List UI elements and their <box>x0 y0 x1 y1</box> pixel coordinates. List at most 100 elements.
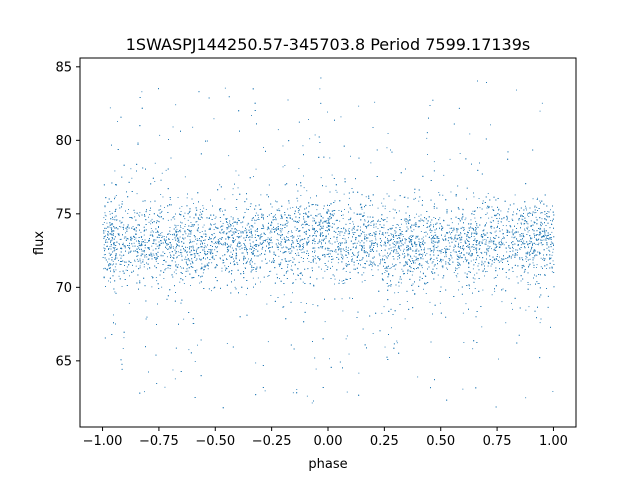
data-point <box>525 397 527 399</box>
data-point <box>136 240 137 242</box>
data-point <box>189 246 191 247</box>
data-point <box>137 224 139 226</box>
data-point <box>270 236 272 238</box>
data-point <box>108 280 109 282</box>
data-point <box>222 237 223 239</box>
data-point <box>376 242 378 244</box>
data-point <box>413 255 415 257</box>
data-point <box>383 198 385 200</box>
data-point <box>552 251 554 253</box>
data-point <box>142 259 144 261</box>
data-point <box>463 230 465 231</box>
data-point <box>176 257 177 259</box>
data-point <box>491 248 492 250</box>
data-point <box>169 252 171 254</box>
data-point <box>435 247 437 248</box>
data-point <box>267 275 269 277</box>
data-point <box>463 229 465 230</box>
data-point <box>342 268 344 270</box>
data-point <box>523 271 525 273</box>
data-point <box>421 264 423 266</box>
data-point <box>243 247 245 248</box>
data-point <box>414 294 416 295</box>
data-point <box>117 121 118 122</box>
data-point <box>472 268 474 270</box>
data-point <box>325 247 327 249</box>
data-point <box>237 187 239 189</box>
data-point <box>403 248 405 250</box>
data-point <box>275 214 276 216</box>
data-point <box>222 255 224 257</box>
data-point <box>506 217 508 219</box>
data-point <box>475 221 477 223</box>
data-point <box>305 233 307 235</box>
data-point <box>238 230 240 231</box>
data-point <box>195 260 197 261</box>
data-point <box>255 249 257 250</box>
data-point <box>381 312 383 314</box>
data-point <box>192 241 194 243</box>
data-point <box>502 259 504 261</box>
data-point <box>450 233 451 235</box>
data-point <box>199 209 201 210</box>
data-point <box>519 258 521 260</box>
data-point <box>229 222 231 224</box>
data-point <box>134 239 136 240</box>
data-point <box>443 239 445 241</box>
data-point <box>291 243 293 245</box>
data-point <box>313 257 315 259</box>
data-point <box>290 260 292 261</box>
data-point <box>524 246 525 248</box>
data-point <box>384 205 386 207</box>
data-point <box>167 256 168 258</box>
data-point <box>153 254 155 256</box>
data-point <box>140 244 141 246</box>
data-point <box>521 215 523 217</box>
data-point <box>395 235 396 237</box>
data-point <box>371 244 373 245</box>
data-point <box>462 388 464 390</box>
data-point <box>177 197 179 198</box>
data-point <box>206 253 208 255</box>
data-point <box>512 254 514 256</box>
data-point <box>412 271 414 273</box>
data-point <box>292 392 294 394</box>
data-point <box>233 261 234 263</box>
data-point <box>321 243 322 245</box>
data-point <box>118 234 120 236</box>
data-point <box>506 251 508 253</box>
data-point <box>265 239 267 241</box>
data-point <box>525 253 527 255</box>
data-point <box>413 229 415 231</box>
data-point <box>290 248 292 249</box>
data-point <box>344 238 346 240</box>
data-point <box>525 205 526 207</box>
data-point <box>161 210 163 212</box>
data-point <box>478 263 480 265</box>
data-point <box>481 262 483 264</box>
data-point <box>279 265 280 267</box>
data-point <box>233 250 234 252</box>
data-point <box>105 215 107 217</box>
data-point <box>134 259 135 261</box>
data-point <box>103 268 105 270</box>
data-point <box>148 216 149 218</box>
data-point <box>382 227 383 228</box>
data-point <box>505 322 507 324</box>
data-point <box>219 241 220 242</box>
data-point <box>174 224 176 226</box>
data-point <box>298 220 300 222</box>
data-point <box>468 253 470 255</box>
data-point <box>463 261 464 263</box>
data-point <box>528 243 530 245</box>
data-point <box>275 200 276 202</box>
data-point <box>473 259 475 261</box>
data-point <box>521 233 522 234</box>
data-point <box>432 238 434 240</box>
data-point <box>186 263 187 265</box>
data-point <box>130 238 131 240</box>
data-point <box>331 243 333 245</box>
data-point <box>195 250 197 252</box>
data-point <box>146 256 148 258</box>
data-point <box>324 248 326 250</box>
